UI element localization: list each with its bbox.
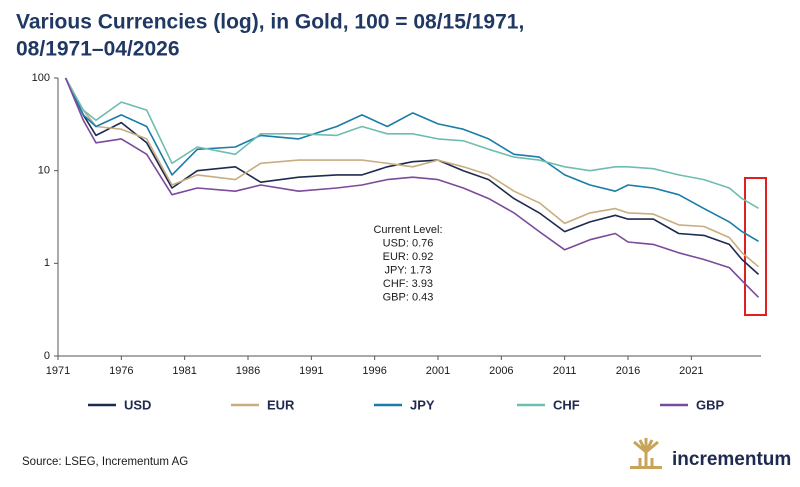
legend-label: JPY bbox=[410, 397, 435, 412]
chart-title: 08/1971–04/2026 bbox=[16, 38, 180, 61]
series-line bbox=[64, 77, 760, 268]
legend-label: GBP bbox=[696, 397, 725, 412]
legend-label: EUR bbox=[267, 397, 295, 412]
chart-title: Various Currencies (log), in Gold, 100 =… bbox=[16, 11, 524, 34]
highlight-box bbox=[744, 177, 767, 316]
annotation: Current Level: bbox=[373, 224, 442, 236]
series-line bbox=[64, 77, 759, 209]
x-tick-label: 2021 bbox=[679, 365, 703, 377]
series-line bbox=[64, 77, 760, 298]
brand-name: incrementum bbox=[672, 449, 791, 470]
x-tick-label: 1986 bbox=[236, 365, 260, 377]
series-line bbox=[64, 77, 759, 242]
x-tick-label: 1991 bbox=[299, 365, 323, 377]
legend-label: USD bbox=[124, 397, 151, 412]
x-tick-label: 1976 bbox=[109, 365, 133, 377]
annotation: EUR: 0.92 bbox=[383, 251, 434, 263]
brand-logo bbox=[630, 438, 662, 469]
x-tick-label: 1981 bbox=[172, 365, 196, 377]
y-tick-label: 0 bbox=[44, 350, 50, 362]
x-tick-label: 2016 bbox=[616, 365, 640, 377]
x-tick-label: 1971 bbox=[46, 365, 70, 377]
x-tick-label: 2006 bbox=[489, 365, 513, 377]
annotation: CHF: 3.93 bbox=[383, 278, 433, 290]
x-tick-label: 2011 bbox=[553, 365, 577, 377]
source: Source: LSEG, Incrementum AG bbox=[22, 456, 188, 468]
annotation: JPY: 1.73 bbox=[384, 264, 431, 276]
x-tick-label: 1996 bbox=[362, 365, 386, 377]
annotation: GBP: 0.43 bbox=[383, 291, 434, 303]
y-tick-label: 10 bbox=[38, 165, 50, 177]
y-tick-label: 1 bbox=[44, 257, 50, 269]
x-tick-label: 2001 bbox=[426, 365, 450, 377]
annotation: USD: 0.76 bbox=[383, 237, 434, 249]
legend-label: CHF bbox=[553, 397, 580, 412]
y-tick-label: 100 bbox=[32, 72, 50, 84]
